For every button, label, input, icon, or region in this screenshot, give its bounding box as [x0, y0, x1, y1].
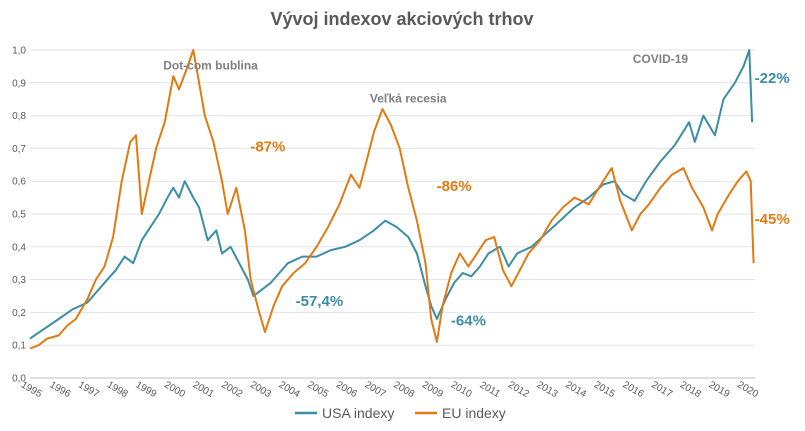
y-tick-label: 0,0	[12, 374, 26, 385]
series-line-eu	[29, 49, 755, 350]
x-tick-label: 2014	[563, 380, 588, 401]
x-tick-label: 2019	[707, 380, 732, 401]
x-tick-label: 2020	[735, 380, 760, 401]
x-tick-label: 2006	[334, 380, 359, 401]
x-tick-label: 1996	[48, 380, 73, 401]
x-tick-label: 2017	[649, 380, 674, 401]
x-tick-label: 1998	[105, 380, 130, 401]
annotation-label: -22%	[755, 70, 790, 87]
y-tick-label: 0,1	[12, 341, 26, 352]
x-tick-label: 2011	[478, 380, 503, 400]
annotation-label: -64%	[451, 313, 486, 330]
legend-label: USA indexy	[322, 405, 394, 421]
series-line-usa	[29, 49, 754, 340]
y-tick-label: 0,7	[12, 144, 26, 155]
y-tick-label: 1,0	[12, 46, 26, 57]
x-tick-label: 2016	[621, 380, 646, 401]
x-tick-label: 2007	[363, 380, 388, 401]
x-tick-label: 1999	[133, 380, 158, 401]
x-tick-label: 1995	[19, 380, 44, 401]
y-tick-label: 0,6	[12, 177, 26, 188]
y-tick-label: 0,8	[12, 111, 26, 122]
x-tick-label: 2012	[506, 380, 531, 401]
annotation-label: -57,4%	[296, 293, 344, 310]
x-tick-label: 2015	[592, 380, 617, 401]
x-tick-label: 2008	[391, 380, 416, 401]
y-tick-label: 0,2	[12, 308, 26, 319]
annotation-label: COVID-19	[633, 52, 689, 66]
annotation-label: Dot-com bublina	[163, 59, 258, 73]
gridlines	[30, 49, 755, 379]
x-tick-label: 2005	[305, 380, 330, 401]
y-tick-label: 0,4	[12, 242, 26, 253]
annotation-label: -45%	[755, 211, 790, 228]
legend-label: EU indexy	[442, 405, 506, 421]
x-axis-tick-labels: 1995 1996 1997 1998 1999 2000 2001 2002 2003 2004…	[19, 380, 761, 401]
x-tick-label: 2001	[191, 380, 216, 401]
annotation-label: Veľká recesia	[370, 91, 447, 105]
x-tick-label: 2003	[248, 380, 273, 401]
x-tick-label: 2002	[219, 380, 244, 401]
x-tick-label: 1997	[76, 380, 101, 401]
y-axis-tick-labels: 0,0 0,1 0,2 0,3 0,4 0,5 0,6 0,7 0,8 0,9 1,0	[12, 46, 26, 385]
x-tick-label: 2004	[277, 380, 302, 401]
annotation-label: -87%	[250, 139, 285, 156]
y-tick-label: 0,5	[12, 210, 26, 221]
x-tick-label: 2013	[535, 380, 560, 401]
chart-title: Vývoj indexov akciových trhov	[270, 9, 533, 29]
legend: USA indexy EU indexy	[295, 405, 506, 421]
y-tick-label: 0,9	[12, 78, 26, 89]
x-tick-label: 2010	[449, 380, 474, 401]
annotations: Dot-com bublina Veľká recesia COVID-19 -87%…	[163, 52, 790, 329]
x-tick-label: 2000	[162, 380, 187, 401]
y-tick-label: 0,3	[12, 275, 26, 286]
series-lines	[29, 49, 755, 350]
x-tick-label: 2018	[678, 380, 703, 401]
x-tick-label: 2009	[420, 380, 445, 401]
annotation-label: -86%	[437, 178, 472, 195]
